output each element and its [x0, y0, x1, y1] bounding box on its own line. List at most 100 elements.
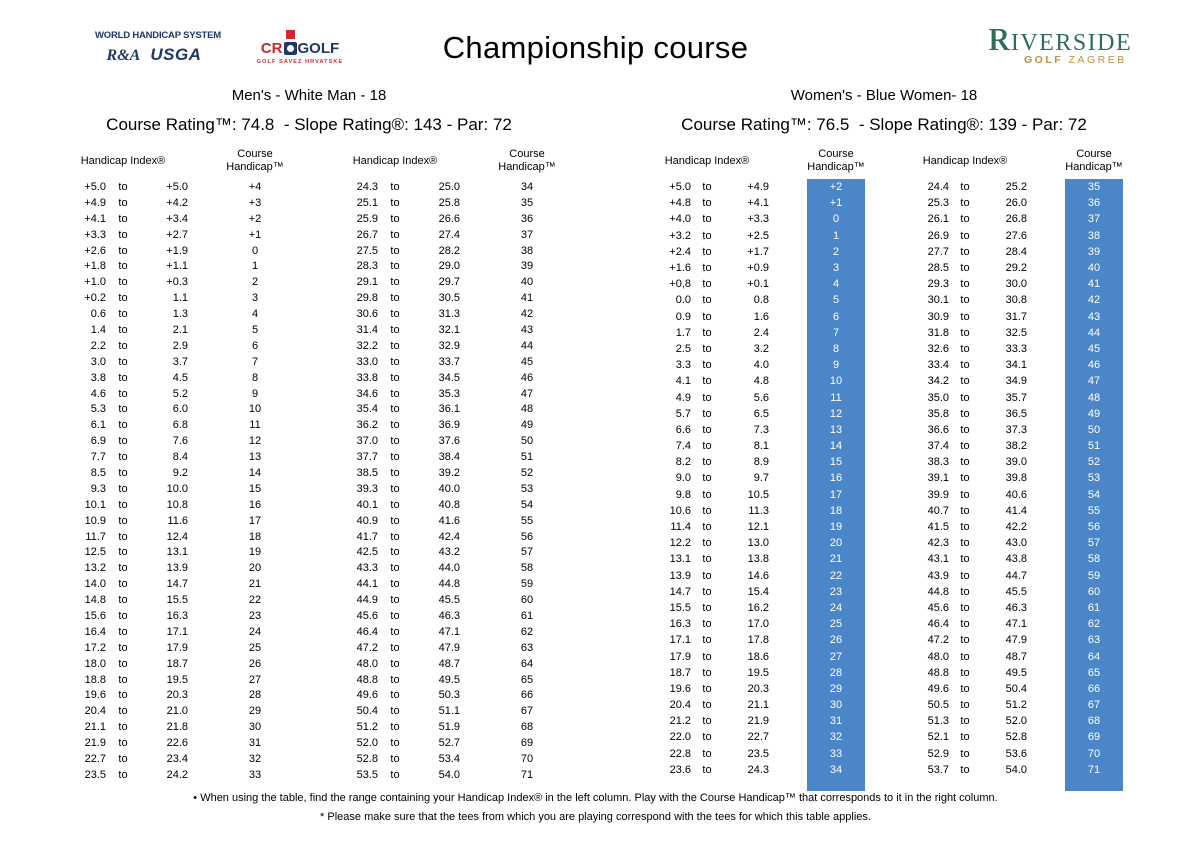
to-label: to: [118, 625, 128, 638]
course-handicap-value: 24: [248, 625, 262, 638]
table-row: 10.6 to 11.3 18: [645, 502, 865, 519]
handicap-index-from: 34.6: [356, 387, 378, 400]
to-label: to: [960, 634, 970, 647]
handicap-index-to: 53.4: [438, 753, 460, 765]
course-handicap-value: 55: [520, 514, 534, 527]
column-gap: [188, 576, 222, 592]
course-handicap-value: 31: [248, 737, 262, 750]
column-gap: [1027, 746, 1065, 762]
column-gap: [769, 713, 807, 729]
course-handicap-value: 20: [807, 535, 865, 552]
table-row: 42.3 to 43.0 57: [903, 535, 1123, 552]
column-gap: [460, 656, 494, 672]
to-label: to: [390, 594, 400, 607]
to-label: to: [390, 180, 400, 193]
course-handicap-value: 64: [1065, 648, 1123, 665]
column-gap: [460, 417, 494, 433]
to-label: to: [390, 371, 400, 384]
handicap-index-from: 41.7: [356, 530, 378, 543]
table-row: 25.9 to 26.6 36: [330, 211, 560, 227]
course-handicap-value: 70: [520, 753, 534, 765]
table-row: +3.2 to +2.5 1: [645, 227, 865, 244]
course-handicap-value: 60: [1065, 583, 1123, 600]
handicap-index-to: 1.3: [172, 308, 188, 321]
handicap-index-to: 49.5: [438, 673, 460, 686]
column-gap: [188, 433, 222, 449]
column-gap: [769, 406, 807, 422]
to-label: to: [118, 721, 128, 734]
table-row: 48.0 to 48.7 64: [330, 656, 560, 672]
column-gap: [188, 529, 222, 545]
column-gap: [769, 309, 807, 325]
handicap-index-from: 32.2: [356, 339, 378, 352]
table-row: 37.4 to 38.2 51: [903, 438, 1123, 455]
table-row: 37.7 to 38.4 51: [330, 449, 560, 465]
handicap-index-from: 4.6: [90, 387, 106, 400]
course-handicap-value: 51: [520, 451, 534, 464]
to-label: to: [702, 553, 712, 566]
handicap-index-to: 1.6: [753, 310, 769, 323]
table-row: 25.1 to 25.8 35: [330, 195, 560, 211]
handicap-index-to: 1.1: [172, 292, 188, 305]
section-men-title: Men's - White Man - 18: [231, 87, 387, 104]
to-label: to: [390, 292, 400, 305]
column-gap: [460, 274, 494, 290]
to-label: to: [118, 387, 128, 400]
course-handicap-value: 44: [520, 339, 534, 352]
handicap-index-from: 9.0: [675, 472, 691, 485]
handicap-index-from: 4.9: [675, 391, 691, 404]
handicap-index-to: 44.7: [1005, 569, 1027, 582]
col-header-handicap-index: Handicap Index®: [664, 155, 750, 167]
column-gap: [1027, 357, 1065, 373]
course-handicap-value: 50: [520, 435, 534, 448]
riverside-logo-name: RIVERSIDE: [988, 23, 1173, 56]
handicap-index-from: 37.0: [356, 435, 378, 448]
table-row: 28.3 to 29.0 39: [330, 258, 560, 274]
handicap-index-from: 14.0: [84, 578, 106, 591]
course-handicap-value: 4: [807, 276, 865, 293]
course-handicap-value: 68: [1065, 713, 1123, 730]
column-gap: [769, 535, 807, 551]
table-header: Handicap Index® Course Handicap™: [330, 145, 560, 177]
table-row: 12.2 to 13.0 20: [645, 535, 865, 552]
crogolf-subtitle: GOLF SAVEZ HRVATSKE: [256, 59, 344, 65]
column-gap: [1027, 470, 1065, 486]
to-label: to: [960, 569, 970, 582]
table-row: +1.8 to +1.1 1: [58, 258, 288, 274]
handicap-index-from: 47.2: [927, 634, 949, 647]
handicap-index-from: 17.1: [669, 634, 691, 647]
handicap-index-to: 47.1: [1005, 618, 1027, 631]
handicap-index-from: 50.5: [927, 699, 949, 712]
to-label: to: [390, 244, 400, 257]
column-gap: [769, 341, 807, 357]
handicap-index-to: 47.9: [438, 641, 460, 654]
table-row: 3.8 to 4.5 8: [58, 370, 288, 386]
table-row: 39.1 to 39.8 53: [903, 470, 1123, 487]
col-header-handicap-tm: Handicap™: [807, 161, 865, 173]
handicap-index-from: 24.3: [356, 180, 378, 193]
handicap-index-from: 23.6: [669, 763, 691, 776]
handicap-index-to: 6.5: [753, 407, 769, 420]
handicap-index-to: 53.6: [1005, 747, 1027, 760]
table-row: 40.1 to 40.8 54: [330, 497, 560, 513]
table-row: +3.3 to +2.7 +1: [58, 227, 288, 243]
column-gap: [1027, 389, 1065, 405]
to-label: to: [118, 689, 128, 702]
handicap-index-from: 38.3: [927, 456, 949, 469]
handicap-index-from: +0.2: [84, 292, 106, 305]
to-label: to: [960, 553, 970, 566]
column-gap: [1027, 211, 1065, 227]
course-handicap-value: 1: [807, 227, 865, 244]
to-label: to: [390, 641, 400, 654]
to-label: to: [118, 641, 128, 654]
to-label: to: [118, 737, 128, 750]
column-gap: [1027, 292, 1065, 308]
column-gap: [1027, 260, 1065, 276]
to-label: to: [960, 278, 970, 291]
course-handicap-value: +2: [248, 212, 262, 225]
handicap-index-to: 23.4: [166, 753, 188, 765]
table-row: 7.4 to 8.1 14: [645, 438, 865, 455]
course-handicap-value: 18: [248, 530, 262, 543]
table-row: 33.8 to 34.5 46: [330, 370, 560, 386]
column-gap: [460, 401, 494, 417]
